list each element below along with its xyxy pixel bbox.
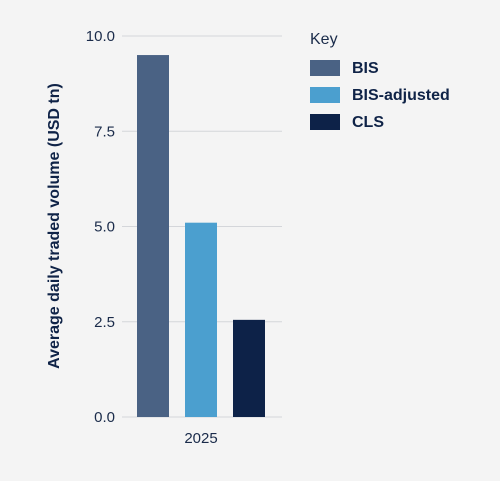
y-tick-label: 7.5 [94, 123, 115, 140]
legend: Key BIS BIS-adjusted CLS [310, 31, 450, 131]
y-tick-label: 5.0 [94, 219, 115, 236]
legend-label-cls: CLS [352, 114, 384, 131]
y-tick-label: 2.5 [94, 314, 115, 331]
y-axis-ticks: 0.0 2.5 5.0 7.5 10.0 [86, 28, 115, 426]
x-tick-label: 2025 [184, 430, 217, 447]
legend-swatch-bis-adjusted [310, 87, 340, 103]
y-tick-label: 10.0 [86, 28, 115, 45]
bar-cls [233, 319, 265, 417]
bar-bis-adjusted [185, 222, 217, 417]
legend-label-bis-adjusted: BIS-adjusted [352, 87, 450, 104]
bar-bis [137, 55, 169, 418]
y-tick-label: 0.0 [94, 409, 115, 426]
legend-swatch-bis [310, 60, 340, 76]
x-axis-ticks: 2025 [184, 430, 217, 447]
legend-swatch-cls [310, 114, 340, 130]
bars [137, 55, 265, 418]
legend-label-bis: BIS [352, 60, 379, 77]
y-axis-title: Average daily traded volume (USD tn) [46, 83, 63, 369]
legend-title: Key [310, 31, 338, 48]
